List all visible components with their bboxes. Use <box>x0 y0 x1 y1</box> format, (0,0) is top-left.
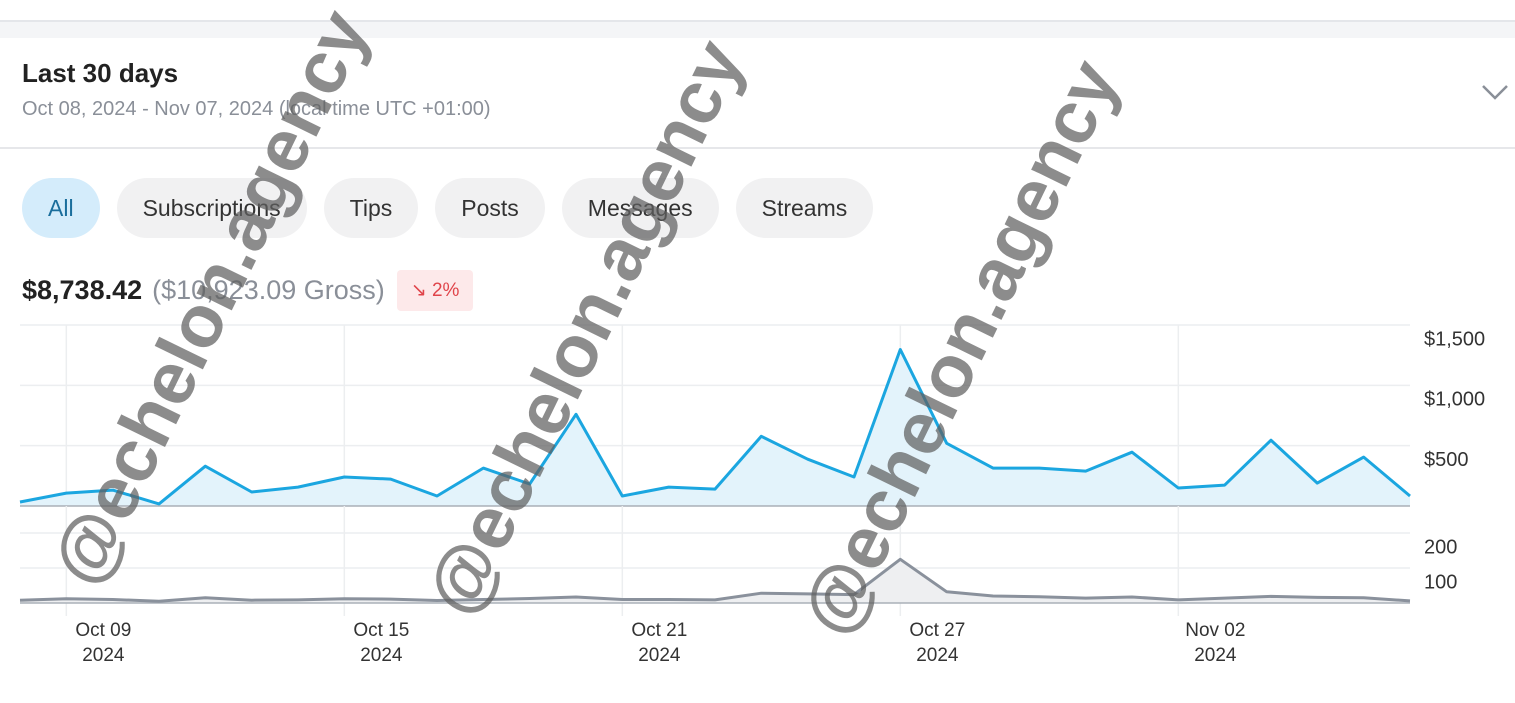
area-fill <box>20 349 1410 506</box>
x-tick-year: 2024 <box>360 645 403 666</box>
filter-tab[interactable]: Messages <box>561 178 719 238</box>
x-tick-label: Oct 09 <box>75 620 131 641</box>
x-tick-label: Oct 27 <box>909 620 965 641</box>
y-tick-label: $1,000 <box>1424 389 1485 411</box>
gross-total: ($10,923.09 Gross) <box>152 275 385 305</box>
y-tick-label: 200 <box>1424 536 1457 558</box>
filter-tab[interactable]: Tips <box>323 178 419 238</box>
series-line <box>19 557 1411 603</box>
x-tick-year: 2024 <box>1194 645 1237 666</box>
y-tick-label: 100 <box>1424 571 1457 593</box>
x-tick-year: 2024 <box>916 645 959 666</box>
net-total: $8,738.42 <box>22 275 143 305</box>
change-icon: ↘ <box>410 280 427 301</box>
change-value: 2% <box>431 280 460 301</box>
filter-tab[interactable]: Subscriptions <box>116 178 307 238</box>
change-badge: ↘ 2% <box>396 270 474 311</box>
x-tick-year: 2024 <box>638 645 681 666</box>
date-range: Oct 08, 2024 - Nov 07, 2024 (local time … <box>22 98 491 120</box>
filter-tab[interactable]: All <box>22 178 100 238</box>
filter-tabs: All Subscriptions Tips Posts Messages Streams <box>22 178 874 238</box>
divider <box>0 147 1515 149</box>
x-tick-label: Oct 15 <box>353 620 409 641</box>
series-line <box>19 348 1411 506</box>
top-band <box>0 20 1515 38</box>
area-fill <box>20 559 1410 603</box>
expand-chevron[interactable] <box>1480 82 1512 102</box>
filter-tab[interactable]: Posts <box>435 178 545 238</box>
filter-tab[interactable]: Streams <box>735 178 874 238</box>
y-tick-label: $500 <box>1424 449 1469 471</box>
summary: $8,738.42 ($10,923.09 Gross) ↘ 2% <box>22 270 474 311</box>
x-tick-label: Oct 21 <box>631 620 687 641</box>
x-tick-year: 2024 <box>82 645 125 666</box>
y-tick-label: $1,500 <box>1424 328 1485 350</box>
period-title: Last 30 days <box>22 58 179 88</box>
x-tick-label: Nov 02 <box>1185 620 1245 641</box>
